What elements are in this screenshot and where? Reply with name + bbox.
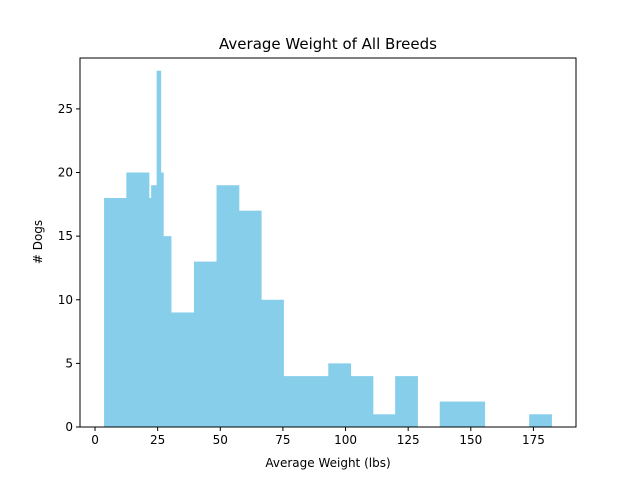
x-axis: 0 25 50 75 100 125 150 175: [91, 427, 545, 447]
histogram-bar: [148, 197, 152, 427]
histogram-bar: [529, 414, 552, 427]
chart-title: Average Weight of All Breeds: [219, 35, 437, 53]
x-axis-label: Average Weight (lbs): [265, 456, 390, 470]
x-tick-label: 175: [522, 433, 545, 447]
y-axis: 0 5 10 15 20 25: [58, 102, 80, 434]
histogram-bar: [151, 185, 158, 427]
histogram-bar: [160, 172, 164, 427]
histogram-bar: [163, 236, 172, 427]
x-tick-label: 125: [397, 433, 420, 447]
y-tick-label: 15: [58, 229, 73, 243]
x-tick-label: 50: [213, 433, 228, 447]
histogram-bar: [193, 261, 218, 427]
histogram-bar: [156, 70, 162, 428]
x-tick-label: 100: [334, 433, 357, 447]
histogram-bar: [170, 312, 195, 427]
histogram-bar: [238, 210, 262, 427]
histogram-bar: [104, 197, 127, 427]
y-tick-label: 25: [58, 102, 73, 116]
bars-layer: [104, 70, 552, 428]
plot-frame: [79, 57, 577, 428]
x-tick-label: 0: [91, 433, 99, 447]
histogram-bar: [395, 376, 418, 427]
histogram-bar: [283, 376, 329, 427]
x-tick-label: 150: [459, 433, 482, 447]
y-axis-label: # Dogs: [31, 220, 45, 264]
histogram-bar: [261, 299, 284, 427]
histogram-bar: [372, 414, 396, 427]
x-tick-label: 25: [150, 433, 165, 447]
y-tick-label: 20: [58, 166, 73, 180]
histogram-bar: [439, 401, 486, 427]
histogram-bar: [328, 363, 352, 427]
y-tick-label: 5: [65, 356, 73, 370]
y-tick-label: 0: [65, 420, 73, 434]
histogram-bar: [126, 172, 150, 427]
y-tick-label: 10: [58, 293, 73, 307]
histogram-bar: [350, 376, 374, 427]
x-tick-label: 75: [275, 433, 290, 447]
histogram-bar: [216, 185, 240, 427]
